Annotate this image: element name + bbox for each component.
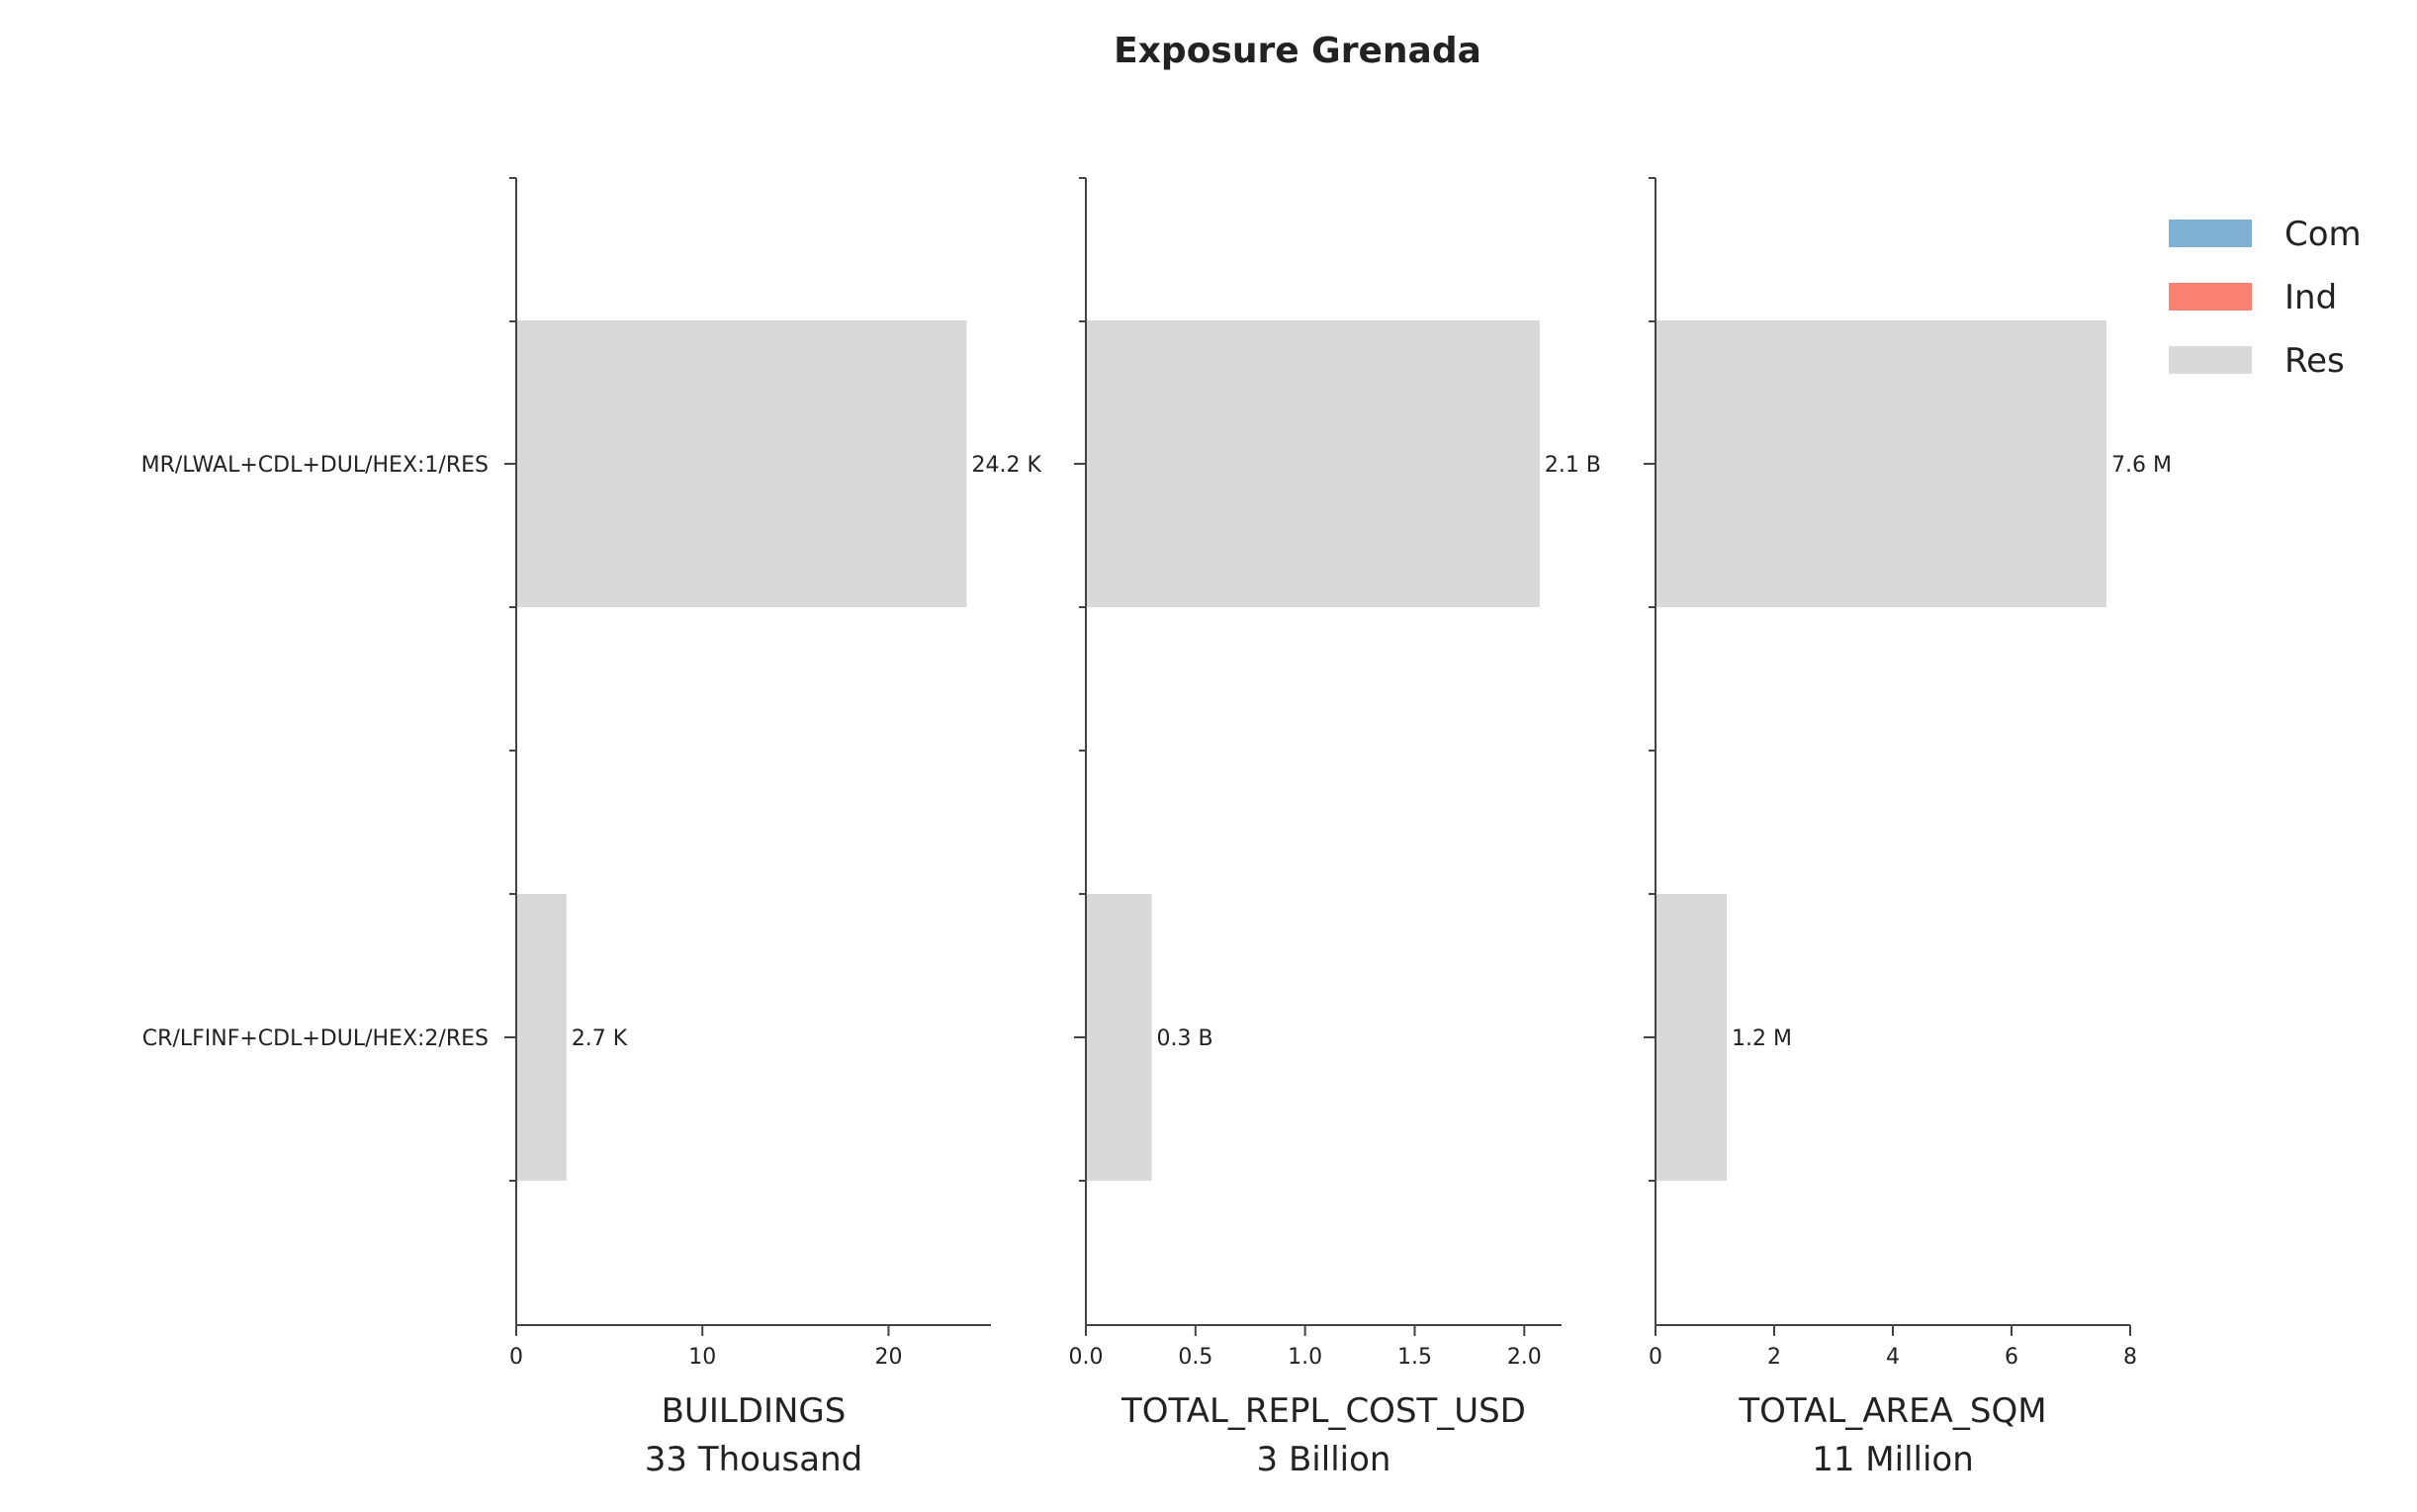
bar — [516, 320, 967, 607]
y-tick-label: CR/LFINF+CDL+DUL/HEX:2/RES — [142, 1026, 489, 1051]
chart-title: Exposure Grenada — [1114, 31, 1481, 71]
x-tick-label: 20 — [874, 1345, 902, 1370]
chart-panels: 24.2 K 2.7 K MR/LWAL+CDL+DUL/HEX:1/RES CR/L… — [141, 177, 2172, 1479]
x-tick-label: 1.5 — [1397, 1345, 1432, 1370]
data-label: 2.1 B — [1545, 453, 1601, 478]
bar — [1086, 894, 1152, 1181]
x-axis-label: TOTAL_REPL_COST_USD — [1120, 1391, 1526, 1431]
bar — [516, 894, 567, 1181]
x-tick-label: 0 — [509, 1345, 523, 1370]
x-tick-label: 8 — [2123, 1345, 2137, 1370]
legend-label: Ind — [2284, 278, 2337, 317]
x-tick-label: 2.0 — [1507, 1345, 1542, 1370]
x-axis-sublabel: 11 Million — [1812, 1440, 1974, 1479]
data-label: 1.2 M — [1732, 1026, 1792, 1051]
x-axis-sublabel: 3 Billion — [1257, 1440, 1391, 1479]
data-label: 0.3 B — [1156, 1026, 1212, 1051]
x-axis-sublabel: 33 Thousand — [645, 1440, 862, 1479]
x-tick-label: 2 — [1767, 1345, 1781, 1370]
x-axis-label: TOTAL_AREA_SQM — [1738, 1391, 2046, 1431]
x-axis-label: BUILDINGS — [662, 1391, 847, 1431]
data-label: 2.7 K — [572, 1026, 628, 1051]
bar — [1086, 320, 1540, 607]
panel-1: 24.2 K 2.7 K MR/LWAL+CDL+DUL/HEX:1/RES CR/L… — [141, 177, 1042, 1479]
x-tick-label: 10 — [688, 1345, 716, 1370]
legend-label: Res — [2284, 341, 2345, 381]
x-tick-label: 0.0 — [1069, 1345, 1104, 1370]
x-tick-label: 0 — [1649, 1345, 1662, 1370]
bar — [1656, 894, 1727, 1181]
legend-swatch — [2169, 283, 2252, 311]
data-label: 7.6 M — [2111, 453, 2172, 478]
legend-label: Com — [2284, 215, 2362, 254]
y-tick-label: MR/LWAL+CDL+DUL/HEX:1/RES — [141, 453, 489, 478]
bar — [1656, 320, 2106, 607]
data-label: 24.2 K — [972, 453, 1042, 478]
panel-3: 7.6 M 1.2 M 0 2 4 6 8 TOTAL_AREA_SQM 11 Million — [1644, 177, 2172, 1479]
panel-2: 2.1 B 0.3 B 0.0 0.5 1.0 1.5 2.0 TOTAL_REPL_COST… — [1069, 177, 1601, 1479]
x-tick-label: 6 — [2005, 1345, 2018, 1370]
chart-legend: Com Ind Res — [2169, 215, 2362, 381]
legend-swatch — [2169, 346, 2252, 374]
x-tick-label: 4 — [1886, 1345, 1900, 1370]
legend-swatch — [2169, 220, 2252, 247]
x-tick-label: 1.0 — [1288, 1345, 1322, 1370]
x-tick-label: 0.5 — [1178, 1345, 1212, 1370]
